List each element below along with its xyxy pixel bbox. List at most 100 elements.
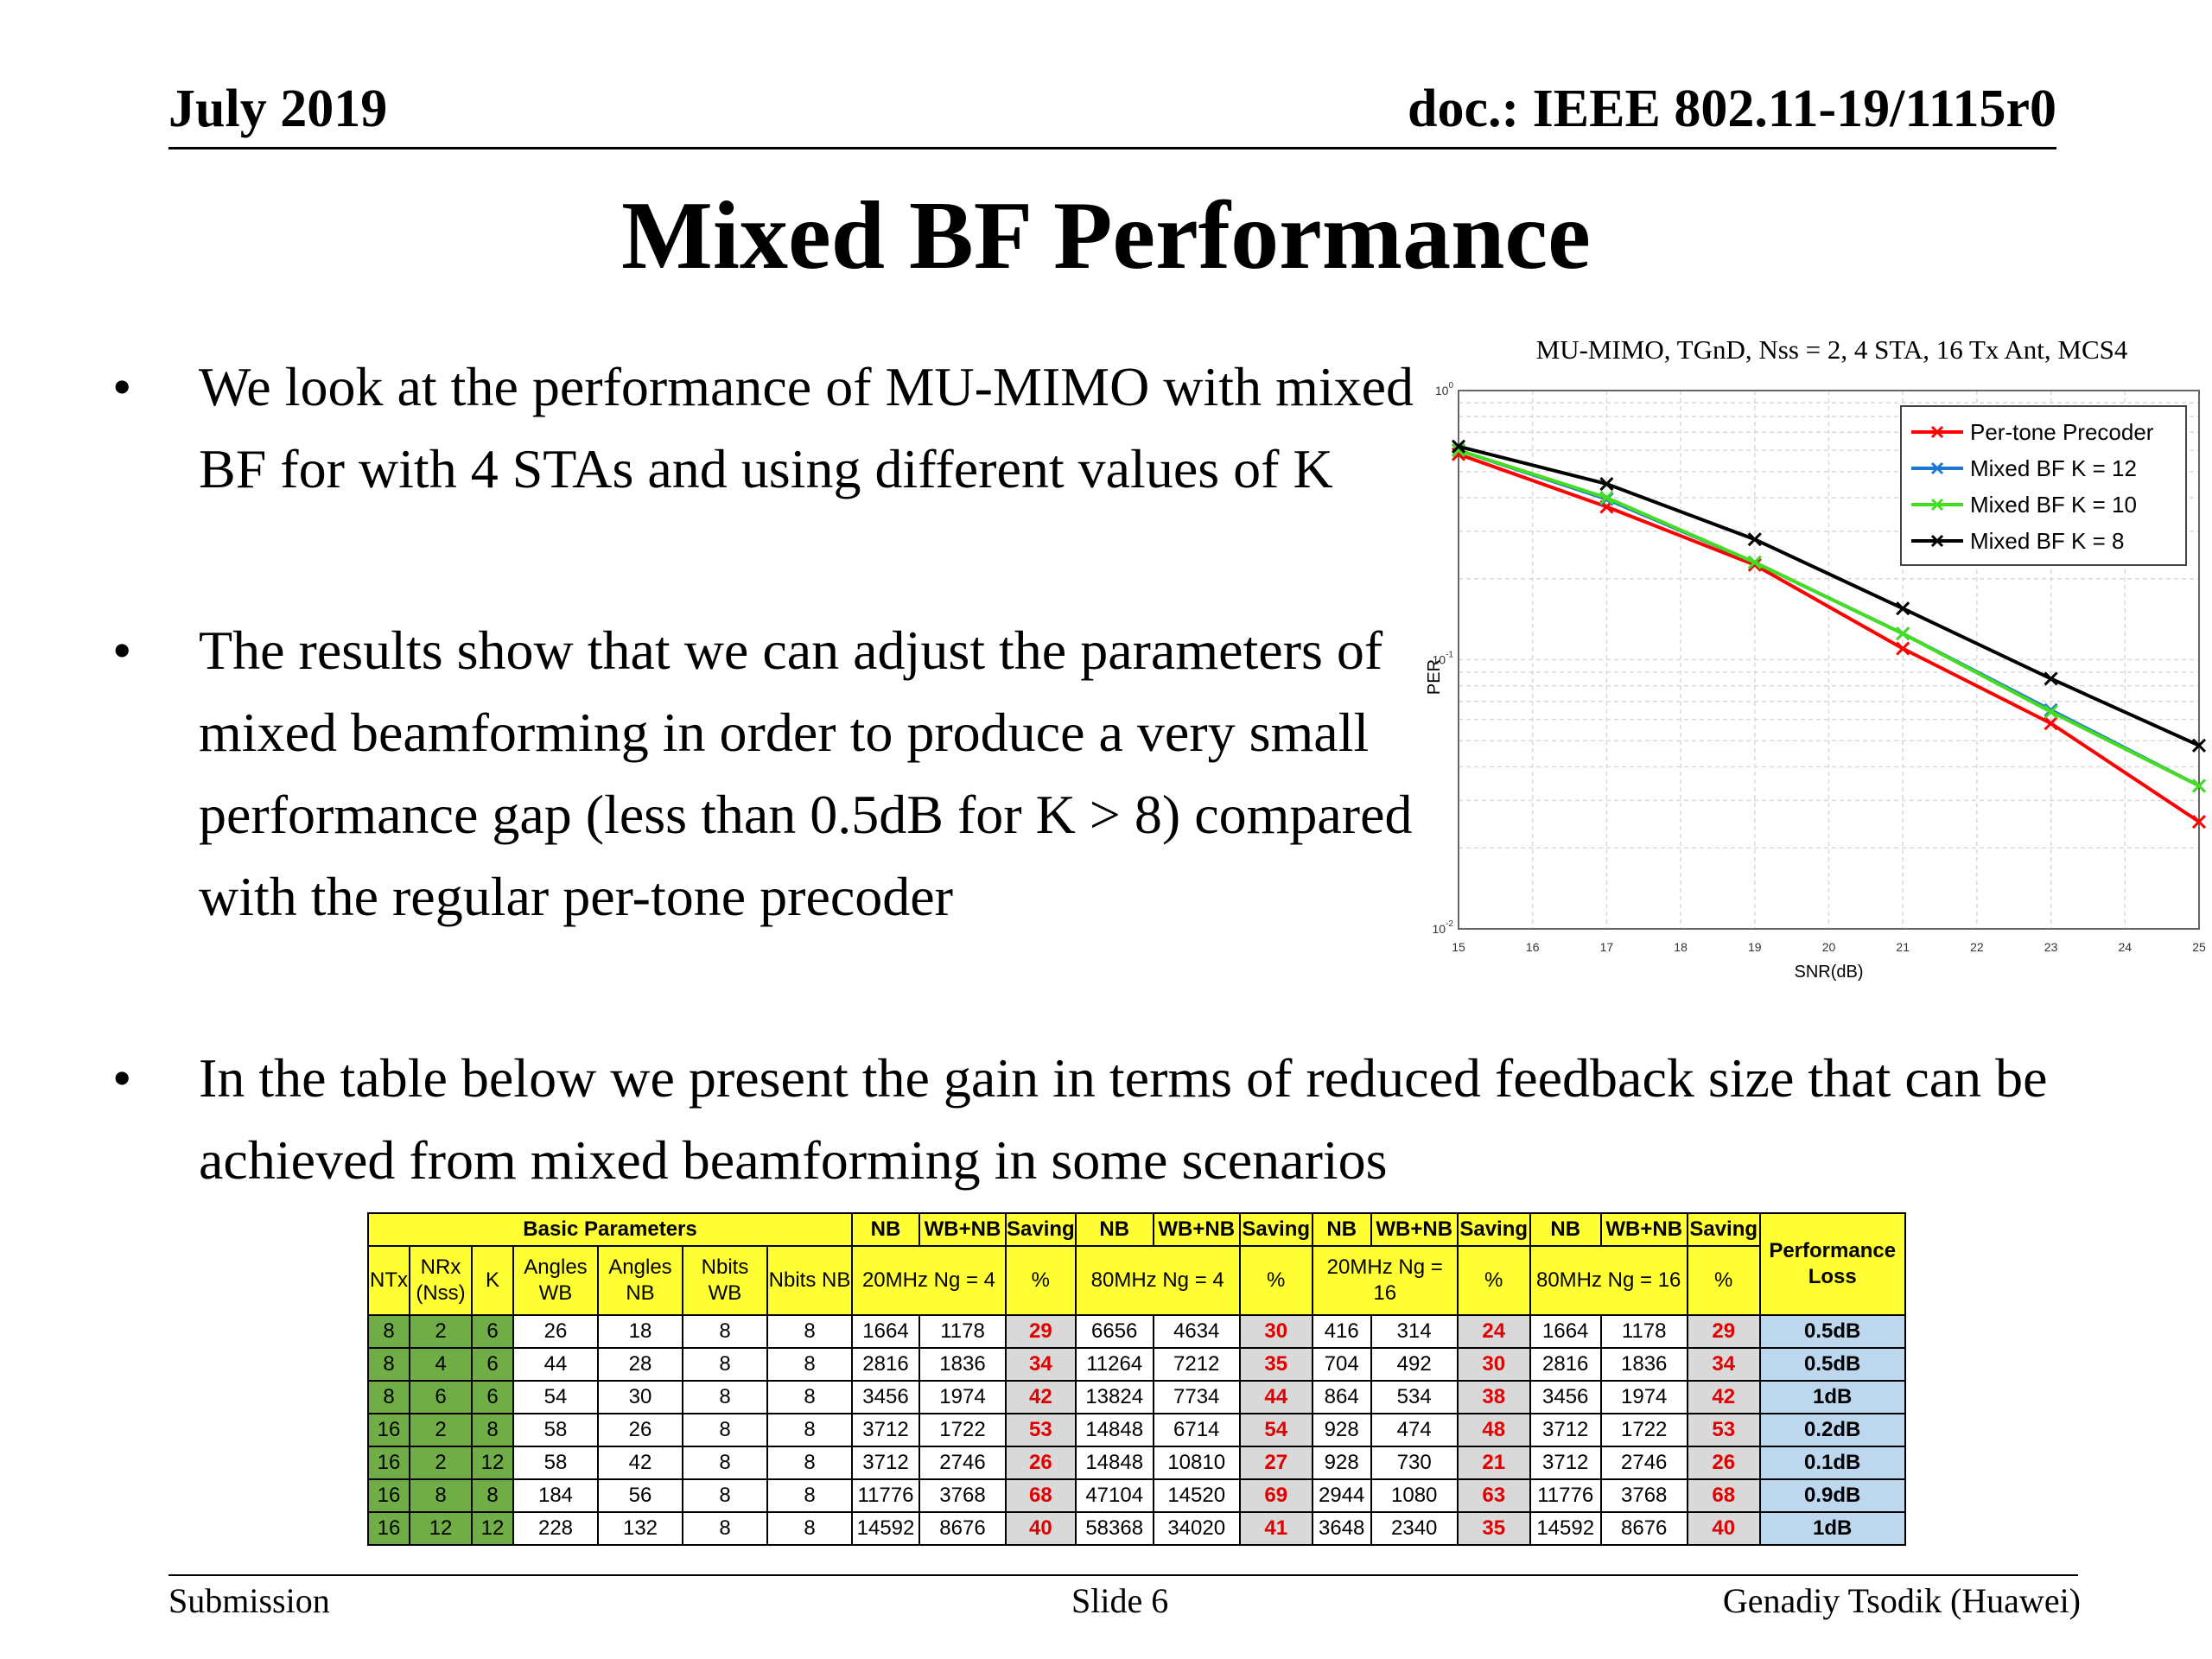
- cell-angles-wb: 184: [512, 1478, 599, 1513]
- cell-nb-20-4: 1664: [851, 1314, 920, 1349]
- table-row: 16 2 8 58 26 8 8 3712 1722 53 14848 6714 54 928 474 48 3…: [367, 1413, 1906, 1447]
- cell-angles-nb: 28: [597, 1347, 683, 1382]
- footer-submission: Submission: [168, 1581, 330, 1620]
- cell-saving-80-4: 54: [1238, 1413, 1313, 1447]
- nbits-wb-header: Nbits WB: [682, 1245, 768, 1316]
- cell-angles-nb: 132: [597, 1511, 683, 1546]
- data-point-marker: [1896, 641, 1910, 656]
- legend-entry: Mixed BF K = 12: [1911, 455, 2137, 481]
- performance-loss-header: Performance Loss: [1758, 1212, 1906, 1316]
- legend-marker: [1930, 461, 1944, 475]
- percent-header: %: [1238, 1245, 1313, 1316]
- cell-nb-80-16: 2816: [1529, 1347, 1602, 1382]
- data-point-marker: [1896, 626, 1910, 641]
- cell-nb-20-4: 11776: [851, 1478, 920, 1513]
- cell-wbnb-80-4: 6714: [1152, 1413, 1241, 1447]
- x-tick-label: 17: [1600, 940, 1614, 954]
- cell-nb-20-16: 3648: [1311, 1511, 1372, 1546]
- data-point-marker: [2191, 779, 2207, 793]
- cell-saving-20-4: 29: [1005, 1314, 1077, 1349]
- cell-nrx: 12: [409, 1511, 473, 1546]
- percent-header: %: [1686, 1245, 1761, 1316]
- cell-nb-80-16: 3712: [1529, 1446, 1602, 1480]
- cell-nrx: 4: [409, 1347, 473, 1382]
- cell-nb-80-4: 14848: [1074, 1413, 1154, 1447]
- percent-header: %: [1005, 1245, 1077, 1316]
- bw-80mhz-ng4-header: 80MHz Ng = 4: [1074, 1245, 1241, 1316]
- table-row: 16 2 12 58 42 8 8 3712 2746 26 14848 10810 27 928 730 2…: [367, 1446, 1906, 1480]
- cell-k: 12: [471, 1511, 514, 1546]
- wbnb-header: WB+NB: [1370, 1212, 1459, 1247]
- cell-nb-80-16: 3456: [1529, 1380, 1602, 1414]
- cell-angles-nb: 26: [597, 1413, 683, 1447]
- cell-angles-wb: 44: [512, 1347, 599, 1382]
- cell-nb-80-4: 11264: [1074, 1347, 1154, 1382]
- cell-wbnb-20-4: 1836: [918, 1347, 1007, 1382]
- x-tick-labels: 15 16 17 18 19 20 21 22 23 24 25: [1452, 940, 2206, 954]
- x-tick-label: 20: [1822, 940, 1836, 954]
- cell-saving-80-16: 29: [1686, 1314, 1761, 1349]
- cell-nb-20-4: 3712: [851, 1413, 920, 1447]
- cell-performance-loss: 0.2dB: [1758, 1413, 1906, 1447]
- cell-angles-wb: 58: [512, 1413, 599, 1447]
- cell-nb-80-4: 14848: [1074, 1446, 1154, 1480]
- x-tick-label: 18: [1674, 940, 1688, 954]
- series-line: [1458, 452, 2201, 823]
- cell-wbnb-20-16: 314: [1370, 1314, 1459, 1349]
- cell-nbits-nb: 8: [766, 1478, 853, 1513]
- cell-nbits-nb: 8: [766, 1314, 853, 1349]
- data-point-marker: [1599, 476, 1614, 492]
- cell-k: 6: [471, 1314, 514, 1349]
- saving-header: Saving: [1456, 1212, 1531, 1247]
- cell-angles-nb: 18: [597, 1314, 683, 1349]
- cell-nb-80-16: 3712: [1529, 1413, 1602, 1447]
- cell-nb-20-4: 3712: [851, 1446, 920, 1480]
- ntx-header: NTx: [367, 1245, 410, 1316]
- nb-header: NB: [1074, 1212, 1154, 1247]
- cell-wbnb-80-16: 1178: [1599, 1314, 1688, 1349]
- data-point-marker: [1451, 439, 1466, 454]
- cell-k: 6: [471, 1347, 514, 1382]
- cell-saving-80-4: 41: [1238, 1511, 1313, 1546]
- cell-wbnb-20-16: 492: [1370, 1347, 1459, 1382]
- legend-entry: Mixed BF K = 8: [1911, 528, 2124, 554]
- cell-nbits-wb: 8: [682, 1478, 768, 1513]
- x-tick-label: 19: [1748, 940, 1762, 954]
- series-4: [1451, 439, 2207, 753]
- cell-nb-80-4: 13824: [1074, 1380, 1154, 1414]
- k-header: K: [471, 1245, 514, 1316]
- cell-k: 6: [471, 1380, 514, 1414]
- bw-20mhz-ng16-header: 20MHz Ng = 16: [1311, 1245, 1459, 1316]
- chart-legend: Per-tone Precoder Mixed BF K = 12 Mixed BF…: [1900, 405, 2187, 566]
- cell-ntx: 16: [367, 1413, 410, 1447]
- chart-title: MU-MIMO, TGnD, Nss = 2, 4 STA, 16 Tx Ant…: [1536, 334, 2128, 365]
- table-row: 8 2 6 26 18 8 8 1664 1178 29 6656 4634 30 416 314 24 166…: [367, 1314, 1906, 1349]
- cell-nb-20-16: 864: [1311, 1380, 1372, 1414]
- cell-saving-20-16: 30: [1456, 1347, 1531, 1382]
- cell-angles-nb: 42: [597, 1446, 683, 1480]
- cell-k: 8: [471, 1413, 514, 1447]
- data-point-marker: [1896, 601, 1910, 616]
- cell-saving-20-16: 24: [1456, 1314, 1531, 1349]
- x-tick-label: 15: [1452, 940, 1465, 954]
- footer-rule: [168, 1574, 2078, 1576]
- header-rule: [168, 147, 2056, 149]
- bullet-text: The results show that we can adjust the …: [199, 620, 1413, 927]
- x-axis-label: SNR(dB): [1794, 963, 1863, 982]
- cell-nb-20-4: 14592: [851, 1511, 920, 1546]
- legend-entry: Per-tone Precoder: [1911, 419, 2154, 445]
- basic-parameters-header: Basic Parameters: [367, 1212, 853, 1247]
- legend-label: Mixed BF K = 10: [1970, 492, 2137, 518]
- cell-wbnb-20-4: 2746: [918, 1446, 1007, 1480]
- chart-series: [1451, 439, 2207, 830]
- cell-angles-wb: 228: [512, 1511, 599, 1546]
- angles-nb-header: Angles NB: [597, 1245, 683, 1316]
- bullet-symbol: •: [112, 356, 132, 417]
- cell-performance-loss: 0.1dB: [1758, 1446, 1906, 1480]
- table-header-row: Basic Parameters NB WB+NB Saving NB WB+N…: [367, 1212, 1906, 1316]
- percent-header: %: [1456, 1245, 1531, 1316]
- saving-header: Saving: [1005, 1212, 1077, 1247]
- cell-wbnb-80-16: 3768: [1599, 1478, 1688, 1513]
- cell-angles-wb: 54: [512, 1380, 599, 1414]
- cell-nb-20-16: 416: [1311, 1314, 1372, 1349]
